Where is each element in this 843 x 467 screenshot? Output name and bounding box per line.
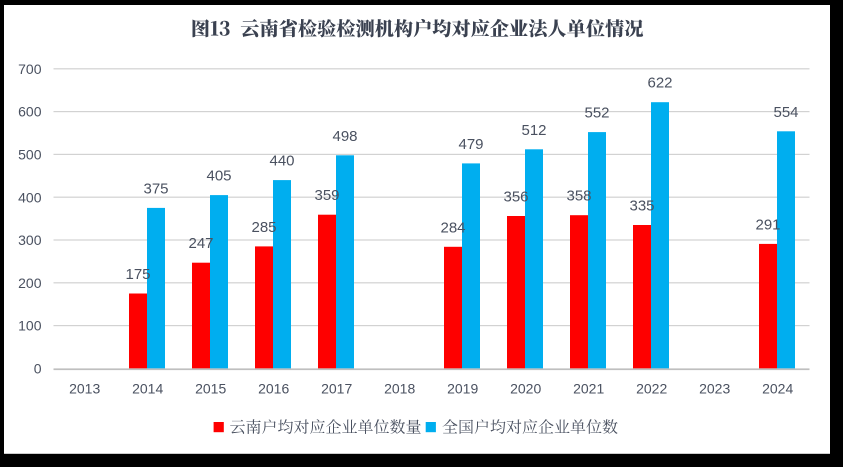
svg-text:2019: 2019 <box>447 381 478 397</box>
svg-text:2017: 2017 <box>321 381 352 397</box>
svg-text:358: 358 <box>566 188 591 205</box>
svg-text:2021: 2021 <box>573 381 604 397</box>
svg-text:2023: 2023 <box>699 381 730 397</box>
svg-text:2022: 2022 <box>636 381 667 397</box>
svg-text:500: 500 <box>18 147 42 163</box>
svg-text:0: 0 <box>34 361 42 377</box>
svg-text:200: 200 <box>18 275 42 291</box>
svg-text:335: 335 <box>629 198 654 215</box>
svg-text:285: 285 <box>251 219 276 236</box>
svg-text:2016: 2016 <box>258 381 289 397</box>
svg-text:2024: 2024 <box>762 381 793 397</box>
svg-text:554: 554 <box>773 104 798 121</box>
svg-text:2018: 2018 <box>384 381 415 397</box>
svg-text:356: 356 <box>503 189 528 206</box>
svg-text:2015: 2015 <box>195 381 226 397</box>
svg-text:247: 247 <box>188 235 213 252</box>
svg-text:552: 552 <box>584 105 609 122</box>
svg-text:700: 700 <box>18 61 42 77</box>
svg-text:284: 284 <box>440 219 465 236</box>
svg-text:440: 440 <box>269 153 294 170</box>
svg-text:175: 175 <box>125 266 150 283</box>
svg-text:300: 300 <box>18 232 42 248</box>
svg-text:291: 291 <box>755 216 780 233</box>
svg-text:400: 400 <box>18 189 42 205</box>
svg-text:498: 498 <box>332 128 357 145</box>
svg-text:622: 622 <box>647 75 672 92</box>
svg-text:600: 600 <box>18 104 42 120</box>
svg-text:512: 512 <box>521 122 546 139</box>
svg-text:375: 375 <box>143 180 168 197</box>
svg-text:2020: 2020 <box>510 381 541 397</box>
svg-text:2014: 2014 <box>132 381 163 397</box>
svg-text:100: 100 <box>18 318 42 334</box>
svg-text:405: 405 <box>206 168 231 185</box>
svg-text:359: 359 <box>314 187 339 204</box>
svg-text:2013: 2013 <box>69 381 100 397</box>
svg-text:479: 479 <box>458 136 483 153</box>
